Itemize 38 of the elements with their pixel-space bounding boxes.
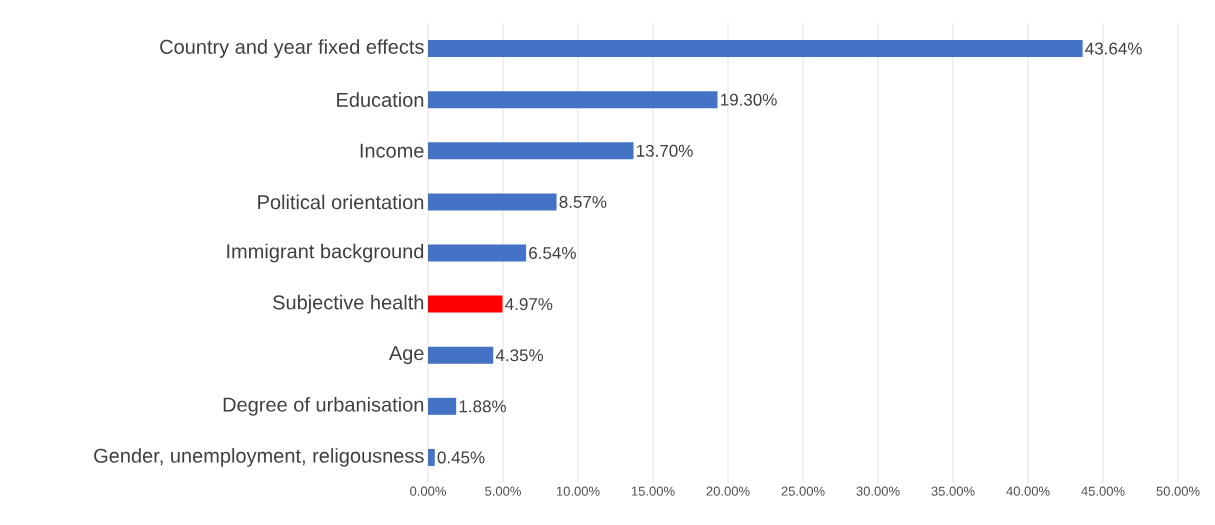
bar <box>428 346 494 364</box>
y-tick-label: Country and year fixed effects <box>160 39 424 58</box>
x-tick-label: 15.00% <box>631 486 675 496</box>
x-tick-label: 20.00% <box>706 486 750 496</box>
x-tick-label: 0.00% <box>410 486 446 496</box>
y-tick-label: Immigrant background <box>227 243 424 263</box>
data-label: 4.35% <box>495 349 544 362</box>
bar <box>428 295 503 313</box>
x-tick-label: 35.00% <box>931 486 975 496</box>
data-label: 43.64% <box>1085 42 1142 55</box>
bar <box>428 448 435 466</box>
x-tick-label: 10.00% <box>556 486 600 496</box>
bar <box>428 40 1083 58</box>
y-tick-label: Political orientation <box>258 194 424 210</box>
y-tick-label: Gender, unemployment, religousness <box>94 448 424 467</box>
y-tick-label: Income <box>360 143 424 158</box>
x-tick-label: 5.00% <box>485 486 521 496</box>
x-tick-label: 30.00% <box>856 486 900 496</box>
data-label: 0.45% <box>437 451 485 464</box>
bar <box>428 193 557 211</box>
data-label: 4.97% <box>505 298 553 311</box>
y-tick-label: Education <box>337 92 424 108</box>
y-tick-label: Subjective health <box>273 294 424 314</box>
x-tick-label: 45.00% <box>1081 486 1125 496</box>
data-label: 1.88% <box>459 400 506 413</box>
bar <box>428 244 527 262</box>
data-label: 13.70% <box>637 144 693 157</box>
data-label: 6.54% <box>529 246 576 260</box>
x-tick-label: 25.00% <box>781 486 825 496</box>
x-tick-label: 50.00% <box>1156 486 1200 496</box>
y-tick-label: Age <box>388 346 424 365</box>
y-tick-label: Degree of urbanisation <box>223 397 424 416</box>
bar <box>428 397 457 415</box>
x-tick-label: 40.00% <box>1006 486 1050 496</box>
bar <box>428 142 634 160</box>
bar <box>428 91 718 109</box>
data-label: 8.57% <box>559 195 607 208</box>
data-label: 19.30% <box>721 93 777 106</box>
